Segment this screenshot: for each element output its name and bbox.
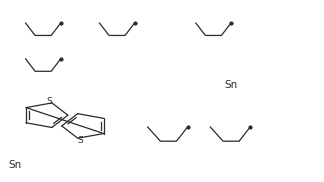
Text: S: S (77, 136, 83, 145)
Text: S: S (46, 97, 52, 106)
Text: Sn: Sn (225, 80, 238, 90)
Text: Sn: Sn (8, 160, 22, 170)
